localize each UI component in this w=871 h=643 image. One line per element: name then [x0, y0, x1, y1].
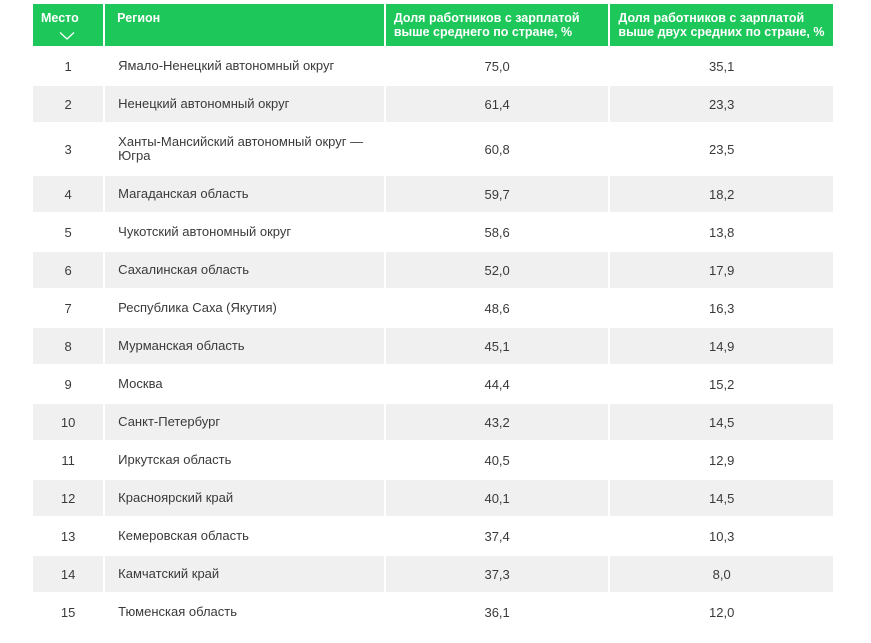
cell-above-average: 43,2 — [385, 404, 609, 440]
table-row: 14 Камчатский край 37,3 8,0 — [33, 556, 833, 592]
cell-place: 11 — [61, 452, 75, 468]
table-row: 5 Чукотский автономный округ 58,6 13,8 — [33, 214, 833, 250]
cell-above-average: 52,0 — [385, 252, 609, 288]
cell-above-two-averages: 14,5 — [610, 404, 833, 440]
cell-above-average: 44,4 — [484, 376, 510, 392]
table-row: 13 Кемеровская область 37,4 10,3 — [33, 518, 833, 554]
cell-above-two-averages: 10,3 — [709, 528, 735, 544]
cell-region: Магаданская область — [105, 176, 384, 212]
cell-place: 15 — [60, 604, 76, 620]
cell-region: Красноярский край — [105, 480, 384, 516]
cell-above-two-averages: 23,5 — [709, 141, 735, 157]
table-row: 2 Ненецкий автономный округ 61,4 23,3 — [33, 86, 833, 122]
table-row: 10 Санкт-Петербург 43,2 14,5 — [33, 404, 833, 440]
cell-place: 6 — [33, 252, 104, 288]
table-row: 11 Иркутская область 40,5 12,9 — [33, 442, 833, 478]
cell-region: Мурманская область — [105, 328, 384, 364]
table-body: 1 Ямало-Ненецкий автономный округ 75,0 35,1… — [33, 48, 833, 630]
cell-above-two-averages: 12,9 — [709, 452, 735, 468]
cell-place: 12 — [33, 480, 104, 516]
cell-place: 1 — [64, 58, 72, 74]
table-row: 12 Красноярский край 40,1 14,5 — [33, 480, 833, 516]
cell-above-two-averages: 35,1 — [709, 58, 735, 74]
cell-region: Чукотский автономный округ — [118, 224, 292, 239]
cell-region: Санкт-Петербург — [105, 404, 384, 440]
cell-place: 9 — [64, 376, 72, 392]
column-header-place-label: Место — [41, 11, 79, 25]
cell-above-average: 48,6 — [484, 300, 510, 316]
table-row: 1 Ямало-Ненецкий автономный округ 75,0 35,1 — [33, 48, 833, 84]
cell-above-average: 37,3 — [385, 556, 609, 592]
table-row: 15 Тюменская область 36,1 12,0 — [33, 594, 833, 630]
cell-place: 2 — [33, 86, 104, 122]
cell-place: 5 — [64, 224, 72, 240]
cell-region: Ямало-Ненецкий автономный округ — [118, 58, 335, 73]
ranking-table: Место Регион Доля работников с зарплатой… — [31, 2, 835, 632]
table-header-row: Место Регион Доля работников с зарплатой… — [33, 4, 833, 46]
column-header-place[interactable]: Место — [33, 4, 104, 46]
cell-above-two-averages: 16,3 — [709, 300, 735, 316]
cell-above-two-averages: 13,8 — [709, 224, 735, 240]
table-row: 4 Магаданская область 59,7 18,2 — [33, 176, 833, 212]
cell-above-two-averages: 17,9 — [610, 252, 833, 288]
cell-place: 10 — [33, 404, 104, 440]
column-header-region[interactable]: Регион — [105, 4, 384, 46]
cell-place: 3 — [64, 141, 72, 157]
cell-above-average: 59,7 — [385, 176, 609, 212]
column-header-above-two-averages[interactable]: Доля работников с зарплатой выше двух ср… — [610, 4, 833, 46]
cell-place: 14 — [33, 556, 104, 592]
table-row: 6 Сахалинская область 52,0 17,9 — [33, 252, 833, 288]
cell-above-two-averages: 14,5 — [610, 480, 833, 516]
cell-above-average: 40,1 — [385, 480, 609, 516]
table-row: 8 Мурманская область 45,1 14,9 — [33, 328, 833, 364]
cell-region: Сахалинская область — [105, 252, 384, 288]
cell-above-average: 61,4 — [385, 86, 609, 122]
ranking-table-wrapper: Место Регион Доля работников с зарплатой… — [33, 4, 833, 630]
cell-place: 8 — [33, 328, 104, 364]
cell-region: Республика Саха (Якутия) — [118, 300, 277, 315]
cell-above-two-averages: 23,3 — [610, 86, 833, 122]
cell-above-average: 36,1 — [484, 604, 510, 620]
cell-place: 4 — [33, 176, 104, 212]
column-header-above-average[interactable]: Доля работников с зарплатой выше среднег… — [385, 4, 609, 46]
cell-above-average: 60,8 — [484, 141, 510, 157]
chevron-down-icon[interactable] — [59, 31, 75, 41]
cell-above-two-averages: 14,9 — [610, 328, 833, 364]
cell-region: Ханты-Мансийский автономный округ — Югра — [118, 134, 364, 163]
cell-above-average: 37,4 — [484, 528, 510, 544]
cell-above-average: 75,0 — [484, 58, 510, 74]
cell-region: Ненецкий автономный округ — [105, 86, 384, 122]
cell-region: Кемеровская область — [118, 528, 249, 543]
cell-above-two-averages: 15,2 — [709, 376, 735, 392]
cell-place: 13 — [60, 528, 76, 544]
cell-above-average: 58,6 — [484, 224, 510, 240]
table-row: 3 Ханты-Мансийский автономный округ — Югр… — [33, 124, 833, 174]
cell-above-two-averages: 18,2 — [610, 176, 833, 212]
cell-above-two-averages: 12,0 — [709, 604, 735, 620]
cell-place: 7 — [64, 300, 72, 316]
table-row: 9 Москва 44,4 15,2 — [33, 366, 833, 402]
table-row: 7 Республика Саха (Якутия) 48,6 16,3 — [33, 290, 833, 326]
cell-above-average: 45,1 — [385, 328, 609, 364]
cell-region: Тюменская область — [118, 604, 237, 619]
cell-region: Иркутская область — [118, 452, 232, 467]
cell-region: Москва — [118, 376, 163, 391]
cell-region: Камчатский край — [105, 556, 384, 592]
cell-above-two-averages: 8,0 — [610, 556, 833, 592]
cell-above-average: 40,5 — [484, 452, 510, 468]
